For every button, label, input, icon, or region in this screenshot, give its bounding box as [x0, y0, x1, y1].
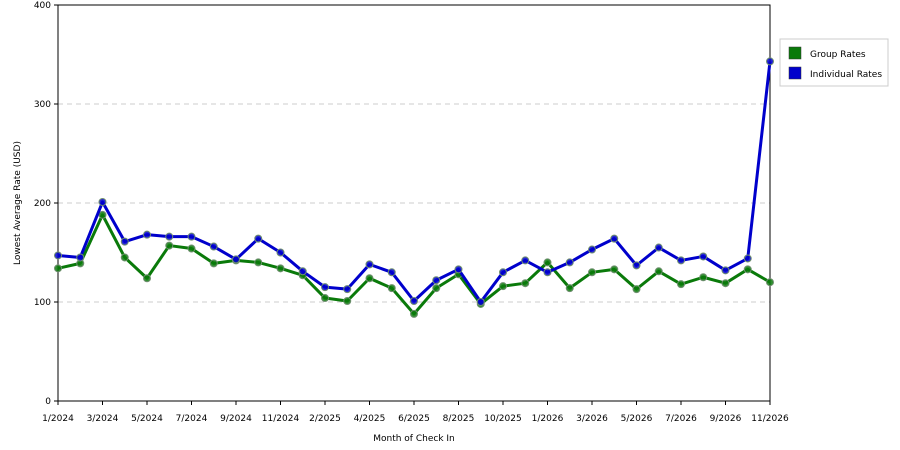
data-point-individual-rates: [521, 256, 530, 265]
data-point-individual-rates: [298, 267, 307, 276]
x-tick-label: 1/2026: [532, 414, 564, 424]
data-point-group-rates: [209, 259, 218, 268]
data-point-individual-rates: [610, 234, 619, 243]
data-point-individual-rates: [410, 297, 418, 306]
x-tick-label: 9/2026: [710, 414, 742, 424]
data-point-individual-rates: [677, 256, 685, 265]
data-point-individual-rates: [143, 230, 151, 239]
data-point-group-rates: [54, 264, 62, 273]
data-point-individual-rates: [276, 248, 285, 257]
data-point-individual-rates: [321, 283, 329, 292]
data-point-group-rates: [410, 309, 418, 318]
data-point-individual-rates: [499, 268, 507, 277]
data-point-group-rates: [387, 284, 396, 293]
legend: Group Rates Individual Rates: [779, 38, 889, 87]
data-point-group-rates: [499, 282, 507, 291]
data-point-group-rates: [521, 279, 530, 288]
data-point-individual-rates: [98, 198, 107, 207]
data-point-group-rates: [766, 278, 774, 287]
x-tick-label: 1/2024: [42, 414, 74, 424]
x-axis: 1/2024 3/2024 5/2024 7/2024 9/2024 11/2024 2/2…: [42, 401, 789, 424]
x-tick-label: 2/2025: [309, 414, 341, 424]
data-point-individual-rates: [721, 266, 730, 275]
data-point-group-rates: [632, 285, 641, 294]
series-line-individual-rates: [57, 61, 772, 304]
data-point-individual-rates: [209, 242, 218, 251]
y-tick-label: 200: [34, 199, 51, 209]
data-point-individual-rates: [54, 251, 62, 260]
data-point-individual-rates: [476, 298, 485, 306]
data-point-individual-rates: [588, 245, 596, 254]
data-point-group-rates: [543, 258, 552, 267]
data-point-individual-rates: [432, 276, 441, 285]
y-tick-label: 100: [34, 298, 51, 308]
x-tick-label: 3/2024: [87, 414, 119, 424]
data-point-group-rates: [187, 244, 196, 253]
data-point-individual-rates: [343, 285, 352, 294]
data-point-group-rates: [610, 265, 619, 274]
x-tick-label: 10/2025: [484, 414, 521, 424]
data-point-individual-rates: [76, 253, 85, 262]
data-point-group-rates: [321, 294, 329, 303]
data-point-individual-rates: [632, 261, 641, 270]
data-point-group-rates: [143, 274, 151, 283]
legend-swatch-group-rates: [788, 46, 802, 60]
data-point-individual-rates: [743, 254, 752, 263]
data-point-group-rates: [588, 268, 596, 277]
data-point-individual-rates: [699, 252, 708, 261]
x-tick-label: 5/2026: [621, 414, 653, 424]
x-tick-label: 4/2025: [354, 414, 386, 424]
data-point-group-rates: [98, 210, 107, 219]
data-point-individual-rates: [654, 243, 663, 252]
data-point-group-rates: [365, 274, 374, 283]
y-tick-label: 300: [34, 100, 51, 110]
y-tick-label: 400: [34, 1, 51, 11]
data-point-group-rates: [743, 265, 752, 274]
y-tick-label: 0: [45, 397, 51, 407]
data-point-group-rates: [276, 264, 285, 273]
data-point-group-rates: [699, 273, 708, 282]
data-point-group-rates: [343, 297, 352, 306]
data-point-individual-rates: [766, 57, 774, 66]
x-axis-title: Month of Check In: [373, 434, 455, 444]
x-tick-label: 7/2026: [665, 414, 697, 424]
data-point-individual-rates: [365, 260, 374, 269]
data-point-group-rates: [677, 280, 685, 289]
data-point-individual-rates: [543, 268, 552, 277]
data-point-group-rates: [721, 279, 730, 288]
x-tick-label: 8/2025: [443, 414, 475, 424]
data-point-group-rates: [654, 267, 663, 276]
y-axis: 0 100 200 300 400: [34, 1, 58, 407]
series-individual-rates: [54, 57, 774, 306]
data-point-individual-rates: [187, 232, 196, 241]
y-axis-title: Lowest Average Rate (USD): [13, 141, 23, 265]
x-tick-label: 6/2025: [398, 414, 430, 424]
data-point-individual-rates: [165, 232, 174, 241]
data-point-individual-rates: [120, 237, 129, 246]
data-point-individual-rates: [387, 268, 396, 277]
legend-swatch-individual-rates: [788, 66, 802, 80]
x-tick-label: 11/2024: [262, 414, 300, 424]
data-point-group-rates: [165, 241, 174, 250]
data-point-individual-rates: [254, 234, 263, 243]
data-point-group-rates: [254, 258, 263, 267]
x-tick-label: 3/2026: [576, 414, 608, 424]
x-tick-label: 5/2024: [131, 414, 163, 424]
series-layer: [54, 57, 774, 318]
x-tick-label: 7/2024: [176, 414, 208, 424]
x-tick-label: 11/2026: [751, 414, 789, 424]
data-point-group-rates: [565, 284, 574, 293]
data-point-individual-rates: [565, 258, 574, 267]
legend-label-individual-rates: Individual Rates: [810, 70, 882, 80]
data-point-group-rates: [432, 284, 441, 293]
data-point-individual-rates: [232, 255, 240, 264]
legend-label-group-rates: Group Rates: [810, 50, 866, 60]
x-tick-label: 9/2024: [220, 414, 252, 424]
data-point-individual-rates: [454, 265, 463, 274]
data-point-group-rates: [120, 253, 129, 262]
